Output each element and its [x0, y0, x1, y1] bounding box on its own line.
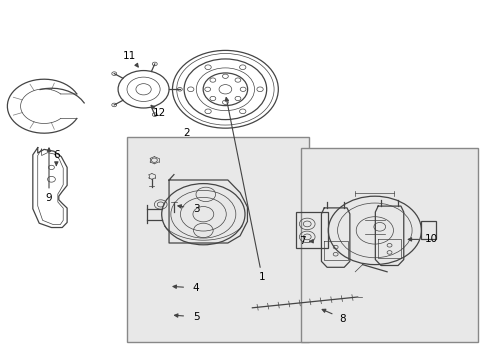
Bar	[296, 212, 328, 248]
Text: 10: 10	[425, 234, 438, 244]
Text: 8: 8	[340, 314, 346, 324]
Text: 4: 4	[193, 283, 199, 293]
Text: 12: 12	[152, 108, 166, 118]
Text: 3: 3	[193, 204, 199, 214]
Text: 1: 1	[259, 272, 266, 282]
Text: 7: 7	[299, 236, 306, 246]
Text: 9: 9	[46, 193, 52, 203]
Text: 5: 5	[193, 312, 199, 322]
Bar	[421, 221, 436, 239]
Text: 2: 2	[183, 128, 190, 138]
Bar	[127, 137, 309, 342]
Text: 6: 6	[53, 150, 60, 160]
Bar	[301, 148, 478, 342]
Text: 11: 11	[123, 51, 137, 61]
